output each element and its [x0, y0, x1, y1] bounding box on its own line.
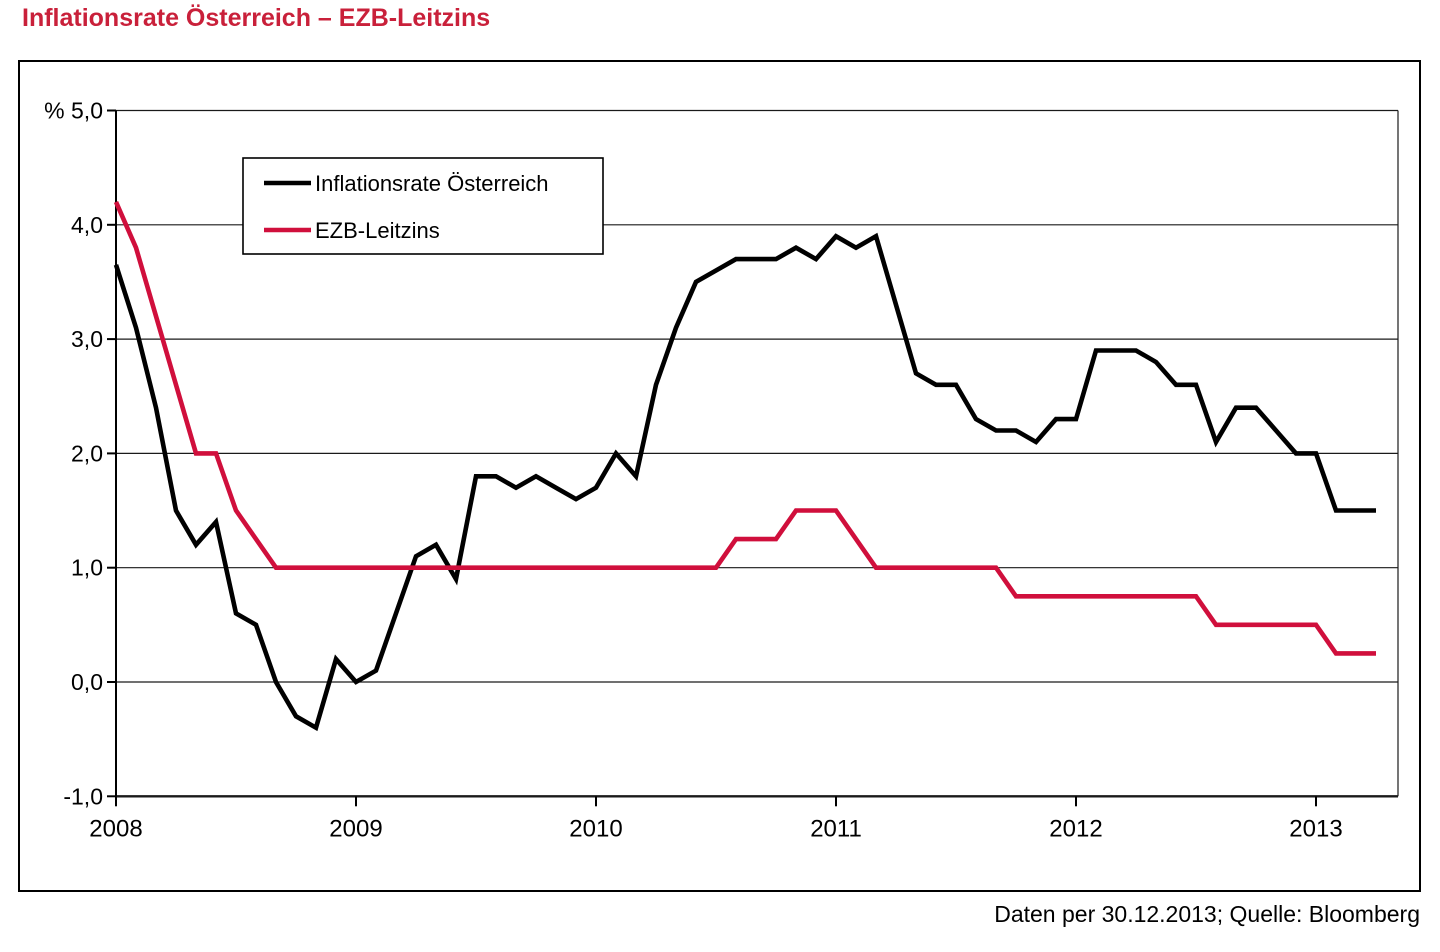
- y-tick-label: 2,0: [71, 440, 103, 466]
- chart-frame: % 5,0 4,0 3,0 2,0 1,0 0,0 -1,0 2008 2009 2010 201…: [18, 60, 1421, 892]
- source-caption: Daten per 30.12.2013; Quelle: Bloomberg: [994, 901, 1420, 927]
- x-axis-labels: 2008 2009 2010 2011 2012 2013: [89, 815, 1342, 842]
- legend-label-0: Inflationsrate Österreich: [315, 171, 549, 196]
- legend-box: [242, 157, 604, 255]
- y-tick-label: -1,0: [63, 783, 103, 809]
- page-title: Inflationsrate Österreich – EZB-Leitzins: [22, 4, 491, 32]
- series-lines: [113, 200, 1376, 732]
- x-tick-label: 2008: [89, 815, 142, 842]
- axes: [107, 109, 1399, 807]
- legend: Inflationsrate Österreich EZB-Leitzins: [242, 157, 604, 255]
- y-axis-labels: % 5,0 4,0 3,0 2,0 1,0 0,0 -1,0: [44, 98, 103, 810]
- y-tick-label: 3,0: [71, 326, 103, 352]
- legend-label-1: EZB-Leitzins: [315, 218, 440, 243]
- x-tick-label: 2011: [810, 815, 862, 842]
- y-tick-label: 1,0: [71, 555, 103, 581]
- x-tick-label: 2012: [1049, 815, 1102, 842]
- series-line-1: [113, 200, 1376, 656]
- x-tick-label: 2013: [1289, 815, 1342, 842]
- y-tick-label: 4,0: [71, 212, 103, 238]
- x-tick-label: 2010: [569, 815, 622, 842]
- x-tick-label: 2009: [329, 815, 382, 842]
- y-tick-label: 0,0: [71, 669, 103, 695]
- line-chart: % 5,0 4,0 3,0 2,0 1,0 0,0 -1,0 2008 2009 2010 201…: [44, 98, 1399, 842]
- series-line-0: [113, 232, 1376, 732]
- y-tick-label: % 5,0: [44, 98, 103, 124]
